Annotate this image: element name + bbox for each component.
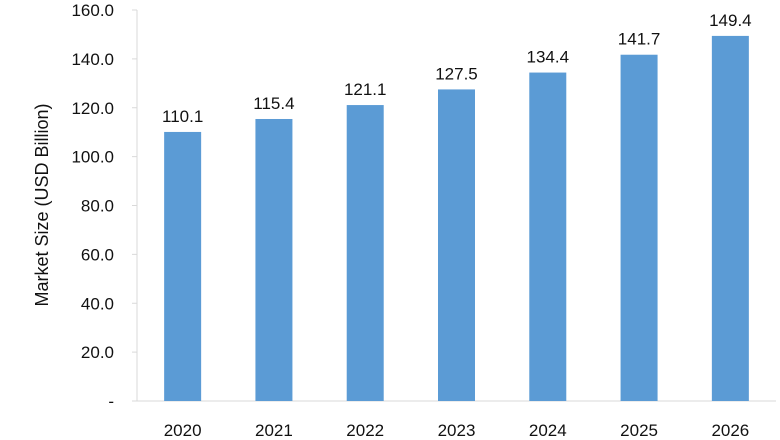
y-axis: - 20.0 40.0 60.0 80.0 100.0 120.0 140.0 160.0: [71, 1, 138, 411]
y-tick-label: 80.0: [81, 197, 114, 216]
x-tick-label-2023: 2023: [438, 421, 476, 440]
bar-2020: [164, 131, 202, 402]
y-tick-label: 60.0: [81, 245, 114, 264]
y-tick-label: 140.0: [71, 50, 114, 69]
x-tick-label-2026: 2026: [711, 421, 749, 440]
bar-2025: [620, 54, 658, 401]
data-label-2022: 121.1: [344, 80, 387, 99]
bar-2021: [255, 118, 293, 402]
x-tick-label-2021: 2021: [255, 421, 293, 440]
x-axis: 2020 2021 2022 2023 2024 2025 2026: [137, 400, 776, 440]
data-label-2025: 141.7: [618, 30, 661, 49]
bars: [164, 35, 749, 402]
x-tick-label-2020: 2020: [164, 421, 202, 440]
bar-2024: [529, 72, 567, 401]
bar-2026: [711, 35, 749, 402]
data-labels: 110.1 115.4 121.1 127.5 134.4 141.7 149.4: [162, 11, 752, 126]
data-label-2024: 134.4: [527, 48, 570, 67]
y-tick-label: 100.0: [71, 148, 114, 167]
x-tick-label-2022: 2022: [346, 421, 384, 440]
y-tick-label: -: [108, 392, 114, 411]
x-tick-label-2024: 2024: [529, 421, 567, 440]
data-label-2026: 149.4: [709, 11, 752, 30]
data-label-2021: 115.4: [253, 94, 294, 113]
data-label-2023: 127.5: [435, 64, 478, 83]
x-tick-label-2025: 2025: [620, 421, 658, 440]
bar-2023: [438, 89, 475, 401]
y-tick-label: 20.0: [81, 343, 114, 362]
y-tick-label: 120.0: [71, 99, 114, 118]
bar-2022: [346, 105, 384, 401]
y-axis-title: Market Size (USD Billion): [32, 103, 52, 306]
y-tick-label: 160.0: [71, 1, 114, 20]
data-label-2020: 110.1: [162, 107, 203, 126]
y-tick-label: 40.0: [81, 294, 114, 313]
